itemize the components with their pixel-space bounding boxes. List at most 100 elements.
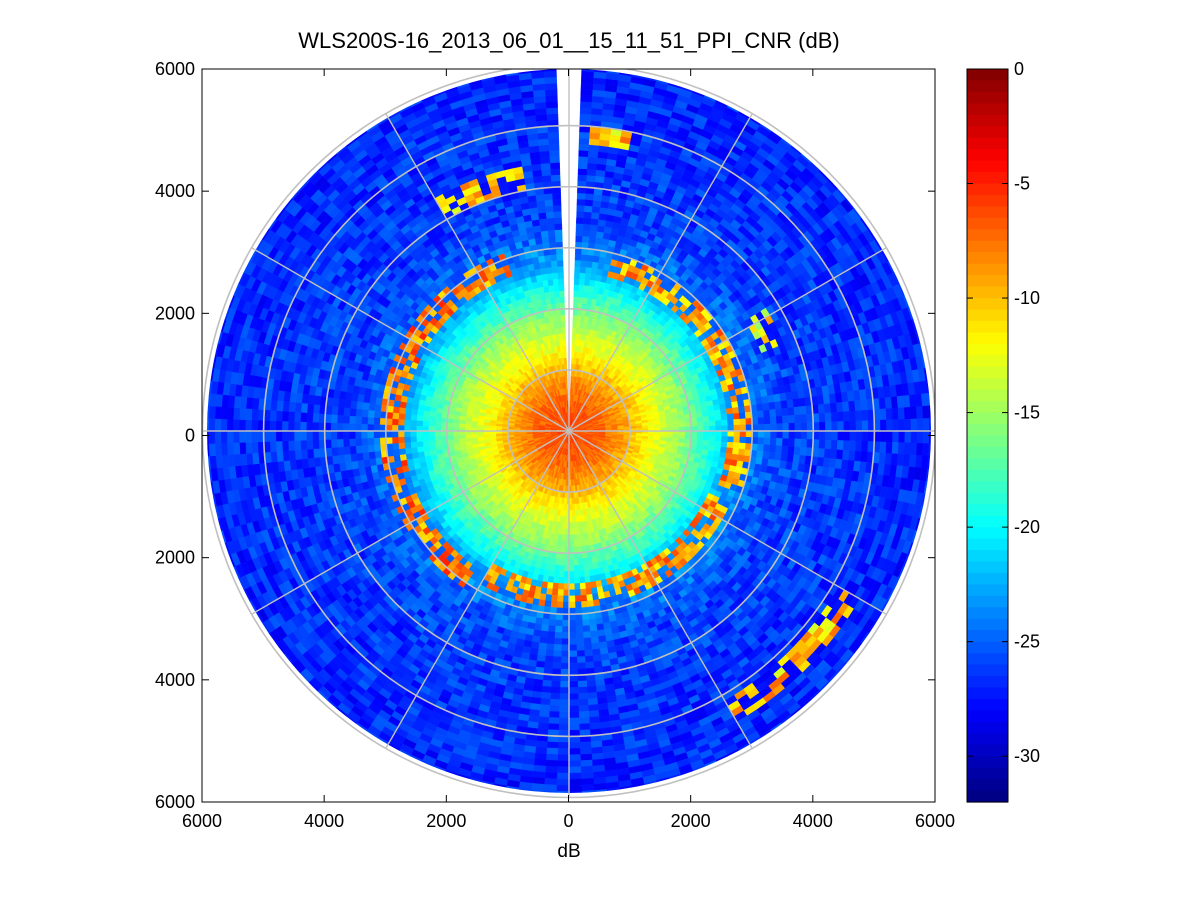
ppi-cell <box>879 408 887 421</box>
ppi-cell <box>576 198 586 206</box>
ppi-cell <box>739 424 747 432</box>
ppi-cell <box>842 411 851 422</box>
ppi-cell <box>916 418 924 432</box>
ppi-cell <box>732 447 740 456</box>
ppi-cell <box>696 430 704 436</box>
ppi-cell <box>825 421 832 432</box>
ppi-cell <box>575 217 585 225</box>
ppi-cell <box>703 430 710 437</box>
ppi-cell <box>575 223 584 231</box>
ppi-cell <box>592 83 606 92</box>
ppi-cell <box>849 420 857 432</box>
ppi-cell <box>592 199 602 208</box>
ppi-cell <box>720 441 728 448</box>
ppi-cell <box>842 440 851 451</box>
ppi-cell <box>848 450 856 462</box>
ppi-cell <box>745 424 753 432</box>
ppi-cell <box>578 284 585 292</box>
ppi-cell <box>721 425 729 432</box>
ppi-cell <box>579 266 587 274</box>
ppi-cell <box>583 211 593 219</box>
ppi-cell <box>775 437 783 447</box>
ppi-cell <box>780 453 788 462</box>
ppi-cell <box>582 229 591 237</box>
ppi-cell <box>800 438 808 448</box>
ppi-cell <box>908 454 917 468</box>
ppi-cell <box>585 266 593 274</box>
ppi-cell <box>861 440 869 453</box>
ppi-cell <box>721 430 729 437</box>
ppi-cell <box>818 412 826 423</box>
ppi-cell <box>819 430 826 441</box>
ppi-cell <box>799 446 807 457</box>
ppi-cell <box>769 416 777 425</box>
ppi-cell <box>584 193 595 201</box>
ppi-cell <box>892 419 900 432</box>
ppi-cell <box>830 439 838 450</box>
ppi-cell <box>702 416 710 422</box>
ppi-cell <box>709 425 716 432</box>
ppi-cell <box>739 436 747 444</box>
ppi-cell <box>738 442 746 450</box>
ppi-cell <box>816 456 825 467</box>
ppi-cell <box>799 405 807 416</box>
ppi-cell <box>660 423 667 429</box>
ppi-cell <box>769 444 777 453</box>
ppi-cell <box>890 453 899 466</box>
ppi-cell <box>786 453 795 463</box>
ppi-cell <box>818 439 826 450</box>
ppi-cell <box>757 423 765 432</box>
ppi-cell <box>702 435 710 442</box>
ppi-cell <box>588 138 600 146</box>
ppi-cell <box>909 406 918 420</box>
ppi-cell <box>800 414 808 424</box>
ppi-cell <box>589 230 598 238</box>
ppi-cell <box>726 413 734 421</box>
ppi-cell <box>817 403 826 414</box>
ppi-cell <box>763 437 771 446</box>
ppi-cell <box>922 443 930 457</box>
ppi-cell <box>788 422 796 432</box>
ppi-cell <box>577 168 588 176</box>
ppi-cell <box>757 430 765 439</box>
ppi-cell <box>590 113 603 122</box>
ppi-cell <box>591 101 604 110</box>
ppi-cell <box>579 113 592 121</box>
ppi-cell <box>879 441 887 454</box>
ppi-cell <box>726 447 734 455</box>
ppi-cell <box>903 442 912 456</box>
ppi-cell <box>696 416 704 423</box>
ppi-cell <box>774 452 782 462</box>
ppi-cell <box>757 410 765 419</box>
ppi-cell <box>696 421 704 427</box>
ppi-cell <box>842 449 850 461</box>
ppi-cell <box>829 449 838 460</box>
ppi-cell <box>782 415 790 424</box>
ppi-cell <box>580 101 593 109</box>
ppi-cell <box>787 446 795 455</box>
ppi-cell <box>733 424 741 432</box>
ppi-cell <box>715 425 722 432</box>
ppi-cell <box>817 448 826 459</box>
ppi-cell <box>782 438 790 447</box>
ppi-cell <box>782 430 790 439</box>
ppi-cell <box>781 445 789 455</box>
ppi-cell <box>587 156 598 164</box>
ppi-cell <box>719 408 728 416</box>
ppi-cell <box>573 290 580 298</box>
ppi-cell <box>776 430 784 439</box>
ppi-cell <box>816 395 825 406</box>
ppi-cell <box>922 405 930 419</box>
ppi-cell <box>571 333 577 340</box>
ppi-cell <box>792 454 801 464</box>
ppi-cell <box>580 88 594 97</box>
ppi-cell <box>769 437 777 446</box>
ppi-cell <box>719 403 727 410</box>
ppi-cell <box>713 409 722 416</box>
ppi-cell <box>738 406 746 414</box>
ppi-cell <box>579 272 586 280</box>
ppi-cell <box>904 430 912 444</box>
ppi-cell <box>733 418 741 426</box>
ppi-cell <box>916 406 924 420</box>
